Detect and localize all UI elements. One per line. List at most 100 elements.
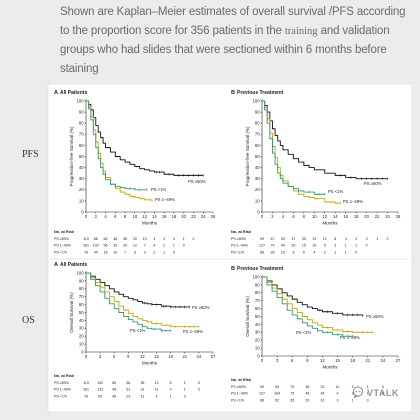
risk-value: 20 bbox=[123, 244, 127, 248]
risk-value: 32 bbox=[113, 244, 117, 248]
caption-text: to the proportion score for 356 patients… bbox=[60, 25, 285, 37]
y-tick-label: 70 bbox=[79, 294, 84, 299]
curve-label-ps-50-plus: PS ≥50% bbox=[188, 179, 206, 184]
risk-value: 0 bbox=[382, 385, 384, 389]
risk-value: 7 bbox=[124, 250, 126, 254]
risk-value: 70 bbox=[290, 385, 294, 389]
risk-value: 0 bbox=[173, 250, 175, 254]
y-tick-label: 60 bbox=[255, 143, 260, 148]
y-tick-label: 50 bbox=[79, 154, 84, 159]
y-tick-label: 40 bbox=[255, 165, 260, 170]
risk-value: 28 bbox=[140, 381, 144, 385]
panel-letter: A bbox=[54, 90, 58, 96]
figure-background bbox=[47, 83, 413, 413]
curve-label-ps-1-49: PS 1–49% bbox=[183, 329, 203, 334]
caption-text: and validation bbox=[317, 25, 390, 37]
risk-value: 11 bbox=[155, 388, 159, 392]
risk-value: 4 bbox=[170, 388, 172, 392]
y-tick-label: 70 bbox=[255, 298, 260, 303]
risk-value: 1 bbox=[352, 398, 354, 402]
risk-row-label: PS ≥50% bbox=[54, 381, 70, 385]
curve-label-ps-50-plus: PS ≥50% bbox=[366, 314, 384, 319]
x-tick-label: 0 bbox=[261, 214, 264, 219]
curve-label-ps-50-plus: PS ≥50% bbox=[192, 305, 210, 310]
panel-title: All Patients bbox=[60, 262, 87, 268]
risk-value: 2 bbox=[153, 250, 155, 254]
y-tick-label: 50 bbox=[255, 314, 260, 319]
risk-value: 53 bbox=[281, 237, 285, 241]
x-tick-label: 4 bbox=[104, 214, 107, 219]
y-tick-label: 100 bbox=[77, 270, 85, 275]
y-tick-label: 100 bbox=[253, 98, 261, 103]
panel-title: Previous Treatment bbox=[237, 266, 284, 272]
y-tick-label: 100 bbox=[253, 274, 261, 279]
risk-value: 119 bbox=[83, 237, 89, 241]
risk-value: 44 bbox=[94, 250, 98, 254]
km-curve-ps-1-49 bbox=[86, 272, 199, 328]
risk-value: 86 bbox=[94, 237, 98, 241]
risk-value: 1 bbox=[345, 250, 347, 254]
risk-value: 26 bbox=[291, 244, 295, 248]
x-tick-label: 22 bbox=[375, 214, 380, 219]
curve-label-ps-under-1: PS <1% bbox=[130, 328, 146, 333]
x-tick-label: 18 bbox=[350, 358, 355, 363]
y-tick-label: 10 bbox=[255, 198, 260, 203]
risk-value: 52 bbox=[275, 398, 279, 402]
risk-value: 75 bbox=[290, 392, 294, 396]
risk-value: 9 bbox=[337, 392, 339, 396]
x-axis-label: Months bbox=[322, 221, 338, 226]
risk-value: 4 bbox=[352, 385, 354, 389]
x-tick-label: 27 bbox=[211, 354, 216, 359]
risk-value: 4 bbox=[153, 244, 155, 248]
risk-value: 4 bbox=[156, 394, 158, 398]
risk-value: 3 bbox=[337, 398, 339, 402]
risk-value: 61 bbox=[126, 388, 130, 392]
x-tick-label: 18 bbox=[168, 354, 173, 359]
chat-bubble-icon bbox=[352, 386, 364, 400]
risk-value: 1 bbox=[355, 244, 357, 248]
risk-value: 19 bbox=[312, 237, 316, 241]
risk-value: 38 bbox=[270, 250, 274, 254]
risk-value: 99 bbox=[260, 237, 264, 241]
risk-value: 10 bbox=[113, 250, 117, 254]
curve-label-ps-1-49: PS 1–49% bbox=[340, 335, 360, 340]
pfs-row-label: PFS bbox=[22, 149, 39, 160]
curve-label-ps-1-49: PS 1–49% bbox=[343, 199, 363, 204]
km-curve-ps-under-1 bbox=[262, 276, 353, 337]
y-tick-label: 80 bbox=[79, 286, 84, 291]
risk-value: 1 bbox=[184, 381, 186, 385]
risk-value: 31 bbox=[140, 388, 144, 392]
x-tick-label: 0 bbox=[85, 354, 88, 359]
risk-row-label: PS <1% bbox=[54, 250, 68, 254]
risk-value: 1 bbox=[345, 244, 347, 248]
x-tick-label: 9 bbox=[127, 354, 130, 359]
x-tick-label: 2 bbox=[95, 214, 98, 219]
risk-value: 4 bbox=[153, 237, 155, 241]
risk-value: 59 bbox=[98, 394, 102, 398]
curve-label-ps-50-plus: PS ≥50% bbox=[364, 181, 382, 186]
y-tick-label: 0 bbox=[257, 353, 260, 358]
risk-value: 0 bbox=[198, 381, 200, 385]
risk-row-label: PS 1–49% bbox=[231, 392, 249, 396]
panel-title: Previous Treatment bbox=[237, 90, 284, 96]
risk-value: 2 bbox=[163, 244, 165, 248]
y-tick-label: 10 bbox=[79, 342, 84, 347]
risk-value: 46 bbox=[305, 392, 309, 396]
y-tick-label: 0 bbox=[81, 349, 84, 354]
x-axis-label: Months bbox=[142, 221, 158, 226]
y-tick-label: 90 bbox=[79, 110, 84, 115]
risk-value: 0 bbox=[367, 398, 369, 402]
risk-value: 46 bbox=[305, 385, 309, 389]
risk-value: 10 bbox=[320, 398, 324, 402]
watermark: VTALK bbox=[352, 386, 399, 400]
risk-value: 40 bbox=[112, 394, 116, 398]
risk-value: 66 bbox=[104, 237, 108, 241]
risk-value: 15 bbox=[302, 244, 306, 248]
risk-value: 12 bbox=[155, 381, 159, 385]
y-tick-label: 90 bbox=[255, 110, 260, 115]
caption-line-2: to the proportion score for 356 patients… bbox=[60, 22, 405, 41]
x-tick-label: 14 bbox=[152, 214, 157, 219]
x-tick-label: 27 bbox=[396, 358, 401, 363]
x-tick-label: 24 bbox=[385, 214, 390, 219]
